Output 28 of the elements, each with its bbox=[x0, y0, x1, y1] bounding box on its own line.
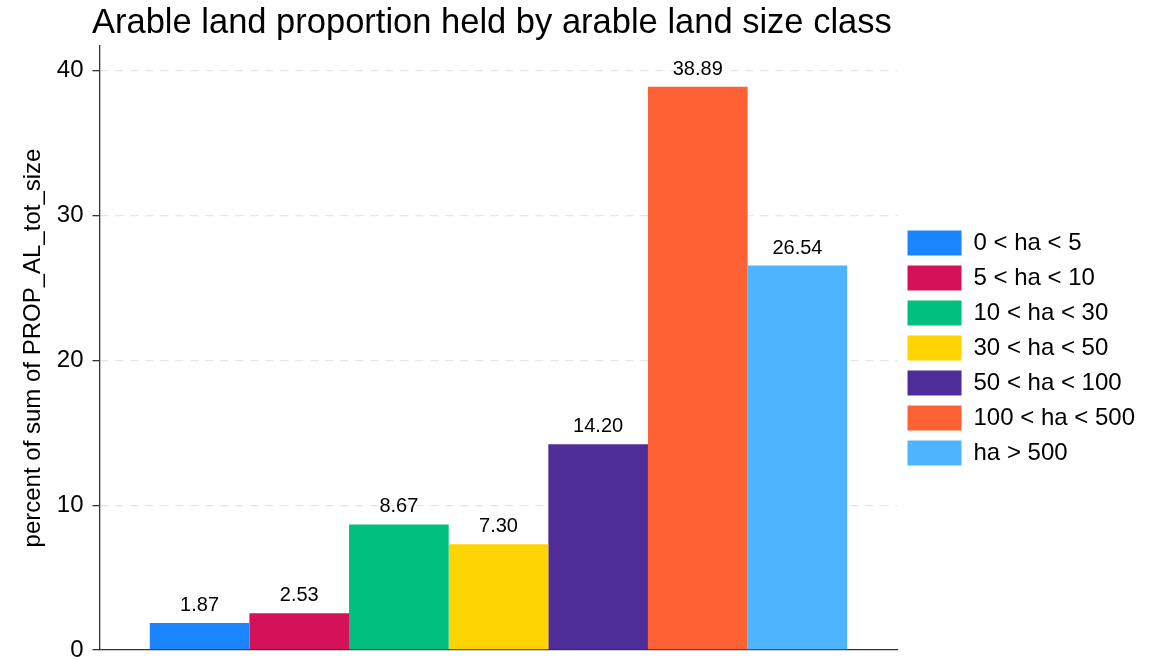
data-label: 38.89 bbox=[672, 56, 723, 79]
data-label: 1.87 bbox=[180, 592, 220, 615]
bar bbox=[249, 613, 350, 650]
bar bbox=[149, 622, 250, 650]
y-tick-label: 20 bbox=[56, 344, 84, 372]
legend-label: 10 < ha < 30 bbox=[973, 297, 1109, 325]
legend-label: ha > 500 bbox=[973, 437, 1068, 465]
chart-title: Arable land proportion held by arable land size class bbox=[92, 2, 892, 40]
data-label: 8.67 bbox=[379, 494, 419, 517]
legend-label: 50 < ha < 100 bbox=[973, 367, 1122, 395]
data-label: 2.53 bbox=[279, 583, 319, 606]
y-tick-label: 0 bbox=[70, 634, 84, 660]
bar bbox=[647, 86, 748, 650]
data-label: 26.54 bbox=[772, 235, 823, 258]
y-tick-label: 10 bbox=[56, 489, 84, 517]
bar bbox=[548, 444, 648, 650]
legend-label: 100 < ha < 500 bbox=[973, 402, 1135, 430]
y-tick-label: 30 bbox=[56, 200, 84, 228]
bar bbox=[349, 524, 449, 650]
y-tick-label: 40 bbox=[56, 55, 84, 83]
bar bbox=[448, 544, 549, 650]
legend-label: 5 < ha < 10 bbox=[973, 262, 1095, 290]
legend-label: 0 < ha < 5 bbox=[973, 227, 1082, 255]
y-axis-title: percent of sum of PROP_AL_tot_size bbox=[18, 148, 46, 548]
data-label: 7.30 bbox=[479, 514, 518, 537]
bar bbox=[747, 265, 848, 650]
legend-label: 30 < ha < 50 bbox=[973, 332, 1109, 360]
data-label: 14.20 bbox=[573, 414, 624, 437]
